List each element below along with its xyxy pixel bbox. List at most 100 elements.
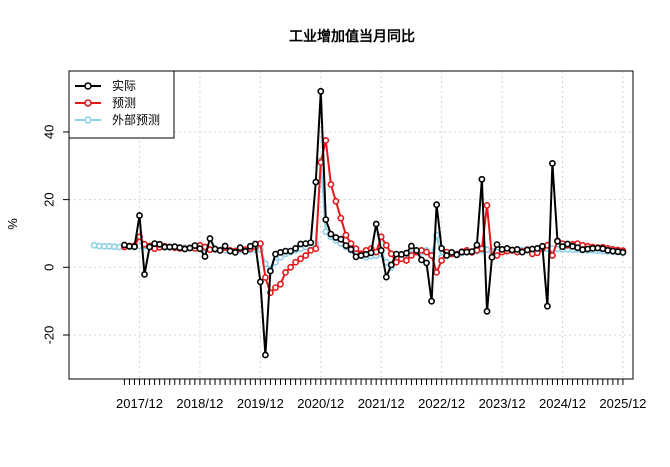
data-point xyxy=(493,241,501,248)
legend-swatch-marker xyxy=(84,82,92,90)
legend-label: 外部预测 xyxy=(112,112,160,127)
chart-title: 工业增加值当月同比 xyxy=(289,28,415,45)
data-point xyxy=(302,252,310,259)
legend-swatch-marker xyxy=(84,116,92,124)
data-point xyxy=(307,239,315,246)
x-tick-label: 2022/12 xyxy=(418,396,465,411)
grid xyxy=(69,71,633,379)
data-point xyxy=(448,248,456,256)
y-tick-label: 40 xyxy=(41,125,56,139)
data-point xyxy=(438,244,445,252)
data-point xyxy=(327,230,335,238)
data-point xyxy=(402,257,410,264)
legend-label: 实际 xyxy=(112,78,136,93)
data-point xyxy=(236,244,244,252)
data-point xyxy=(231,248,239,256)
x-tick-label: 2017/12 xyxy=(116,396,163,411)
data-point xyxy=(382,273,390,281)
data-point xyxy=(559,243,566,251)
plot-series xyxy=(90,87,627,359)
legend-swatch-marker xyxy=(84,99,92,107)
data-point xyxy=(216,246,224,254)
data-point xyxy=(342,242,350,249)
data-point xyxy=(433,268,440,276)
x-tick-label: 2025/12 xyxy=(599,396,646,411)
plot-frame xyxy=(68,70,634,380)
data-point xyxy=(322,136,330,144)
data-point xyxy=(337,235,345,243)
data-point xyxy=(146,243,153,251)
data-point xyxy=(312,178,320,186)
data-point xyxy=(413,246,420,254)
data-point xyxy=(327,180,335,188)
data-point xyxy=(292,244,299,252)
data-point xyxy=(367,249,375,257)
data-point xyxy=(549,159,556,167)
data-point xyxy=(372,220,380,228)
data-point xyxy=(322,216,330,223)
data-point xyxy=(317,87,325,95)
data-point xyxy=(443,252,451,259)
data-point xyxy=(221,242,229,250)
data-point xyxy=(438,257,445,264)
data-point xyxy=(478,175,486,183)
y-axis-label: % xyxy=(5,218,20,230)
data-point xyxy=(312,245,320,253)
data-point xyxy=(347,245,355,253)
data-point xyxy=(549,252,556,259)
data-point xyxy=(241,247,249,255)
data-point xyxy=(277,280,284,288)
data-point xyxy=(554,237,561,245)
x-tick-label: 2018/12 xyxy=(176,396,223,411)
x-tick-label: 2020/12 xyxy=(297,396,344,411)
data-point xyxy=(251,240,259,248)
data-point xyxy=(392,258,400,266)
data-point xyxy=(453,251,461,259)
data-point xyxy=(423,259,430,267)
data-point xyxy=(292,258,299,266)
legend-label: 预测 xyxy=(112,96,136,110)
y-tick-label: 0 xyxy=(41,264,56,271)
data-point xyxy=(287,247,294,255)
data-point xyxy=(387,261,395,269)
data-point xyxy=(136,212,143,219)
data-point xyxy=(539,242,546,250)
data-point xyxy=(544,302,551,310)
data-point xyxy=(261,274,269,281)
x-tick-label: 2021/12 xyxy=(358,396,405,411)
data-point xyxy=(402,249,410,257)
data-point xyxy=(619,248,627,256)
data-point xyxy=(473,241,481,249)
data-point xyxy=(141,270,148,278)
data-point xyxy=(407,242,415,250)
data-point xyxy=(156,240,163,248)
data-point xyxy=(287,263,294,271)
data-point xyxy=(433,201,440,209)
data-point xyxy=(483,201,491,209)
data-point xyxy=(377,246,385,254)
axes: -20 0 20 40 2017/12 2018/12 2019/12 2020/12 2021… xyxy=(41,125,646,411)
data-point xyxy=(256,278,264,286)
data-point xyxy=(266,267,274,275)
data-point xyxy=(483,307,491,315)
data-point xyxy=(272,284,279,291)
data-point xyxy=(342,231,350,239)
data-point xyxy=(261,351,269,359)
data-point xyxy=(201,253,209,260)
y-tick-label: 20 xyxy=(41,192,56,206)
data-point xyxy=(468,248,476,256)
data-point xyxy=(196,245,204,253)
x-tick-label: 2023/12 xyxy=(479,396,526,411)
data-point xyxy=(131,243,138,251)
data-point xyxy=(488,253,496,261)
data-point xyxy=(428,297,435,305)
data-point xyxy=(206,235,214,242)
data-point xyxy=(423,248,430,256)
data-point xyxy=(418,256,425,264)
x-tick-label: 2024/12 xyxy=(539,396,586,411)
data-point xyxy=(297,255,304,263)
data-point xyxy=(282,268,289,276)
y-tick-label: -20 xyxy=(41,326,56,345)
